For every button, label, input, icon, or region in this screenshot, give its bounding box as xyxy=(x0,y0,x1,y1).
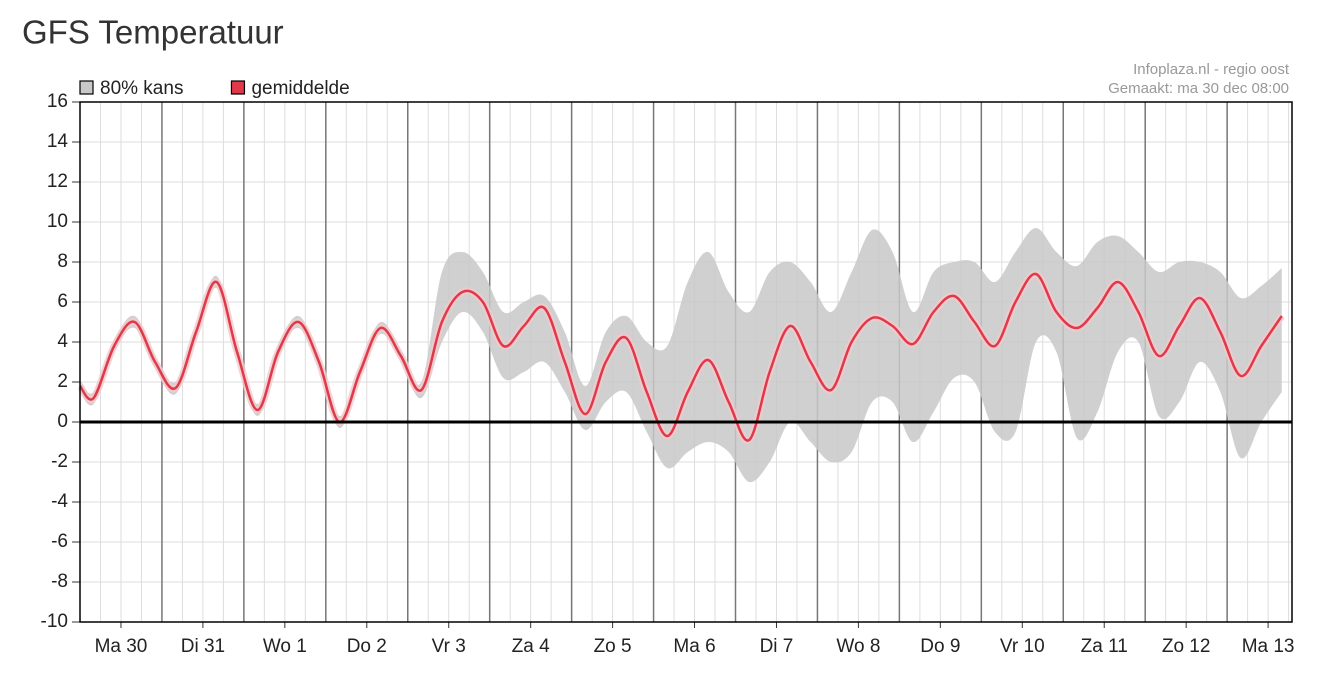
plot-frame xyxy=(79,101,1293,623)
x-tick-label: Do 9 xyxy=(920,636,960,657)
y-tick-label: 8 xyxy=(57,251,68,272)
probability-band xyxy=(80,228,1282,483)
y-tick-label: -4 xyxy=(51,491,68,512)
y-tick-label: 14 xyxy=(47,131,69,152)
x-tick-label: Za 11 xyxy=(1081,636,1128,657)
x-tick-label: Wo 1 xyxy=(263,636,307,657)
y-tick-label: 4 xyxy=(57,331,68,352)
x-tick-label: Vr 10 xyxy=(1000,636,1045,657)
x-tick-label: Za 4 xyxy=(512,636,550,657)
x-tick-label: Vr 3 xyxy=(432,636,466,657)
legend-label: gemiddelde xyxy=(251,78,349,99)
x-tick-label: Di 7 xyxy=(760,636,794,657)
x-tick-label: Ma 13 xyxy=(1242,636,1295,657)
x-tick-label: Zo 12 xyxy=(1162,636,1211,657)
legend-swatch xyxy=(79,80,94,95)
y-tick-label: -6 xyxy=(51,531,68,552)
y-tick-label: -8 xyxy=(51,571,68,592)
x-tick-label: Di 31 xyxy=(181,636,225,657)
source: Infoplaza.nl - regio oost xyxy=(1133,61,1290,78)
marks xyxy=(77,228,1285,483)
x-tick-label: Zo 5 xyxy=(594,636,632,657)
x-tick-label: Ma 30 xyxy=(95,636,148,657)
y-tick-label: 16 xyxy=(47,91,68,112)
line xyxy=(79,272,1283,442)
x-tick-label: Do 2 xyxy=(347,636,387,657)
y-tick-label: 10 xyxy=(47,211,68,232)
made-date: Gemaakt: ma 30 dec 08:00 xyxy=(1108,80,1289,97)
y-tick-label: 2 xyxy=(57,371,68,392)
legend-label: 80% kans xyxy=(100,78,183,99)
y-tick-label: -10 xyxy=(41,611,68,632)
y-tick-label: -2 xyxy=(51,451,68,472)
x-tick-label: Wo 8 xyxy=(836,636,880,657)
chart-title: GFS Temperatuur xyxy=(22,14,284,51)
legend-swatch xyxy=(230,80,246,95)
y-tick-label: 6 xyxy=(57,291,68,312)
y-tick-label: 0 xyxy=(57,411,68,432)
axes: -10 -8 -6 -4 -2 0 2 4 6 8 10 12 14 16 Ma 30 Di 31 Wo 1 Do… xyxy=(41,91,1295,657)
y-tick-label: 12 xyxy=(47,171,68,192)
x-tick-label: Ma 6 xyxy=(673,636,715,657)
